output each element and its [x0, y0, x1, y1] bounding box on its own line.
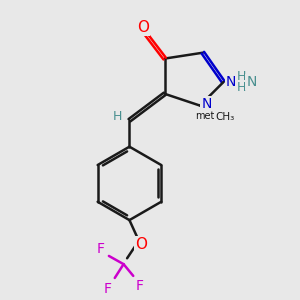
Text: H: H [236, 81, 246, 94]
Text: methyl: methyl [195, 111, 229, 121]
Text: H: H [112, 110, 122, 123]
Text: H: H [236, 70, 246, 83]
Text: N: N [246, 75, 256, 89]
Text: O: O [135, 237, 147, 252]
Text: N: N [201, 97, 212, 111]
Text: F: F [103, 281, 111, 296]
Text: O: O [137, 20, 149, 35]
Text: F: F [97, 242, 105, 256]
Text: N: N [226, 75, 236, 89]
Text: CH₃: CH₃ [215, 112, 234, 122]
Text: F: F [136, 279, 144, 292]
